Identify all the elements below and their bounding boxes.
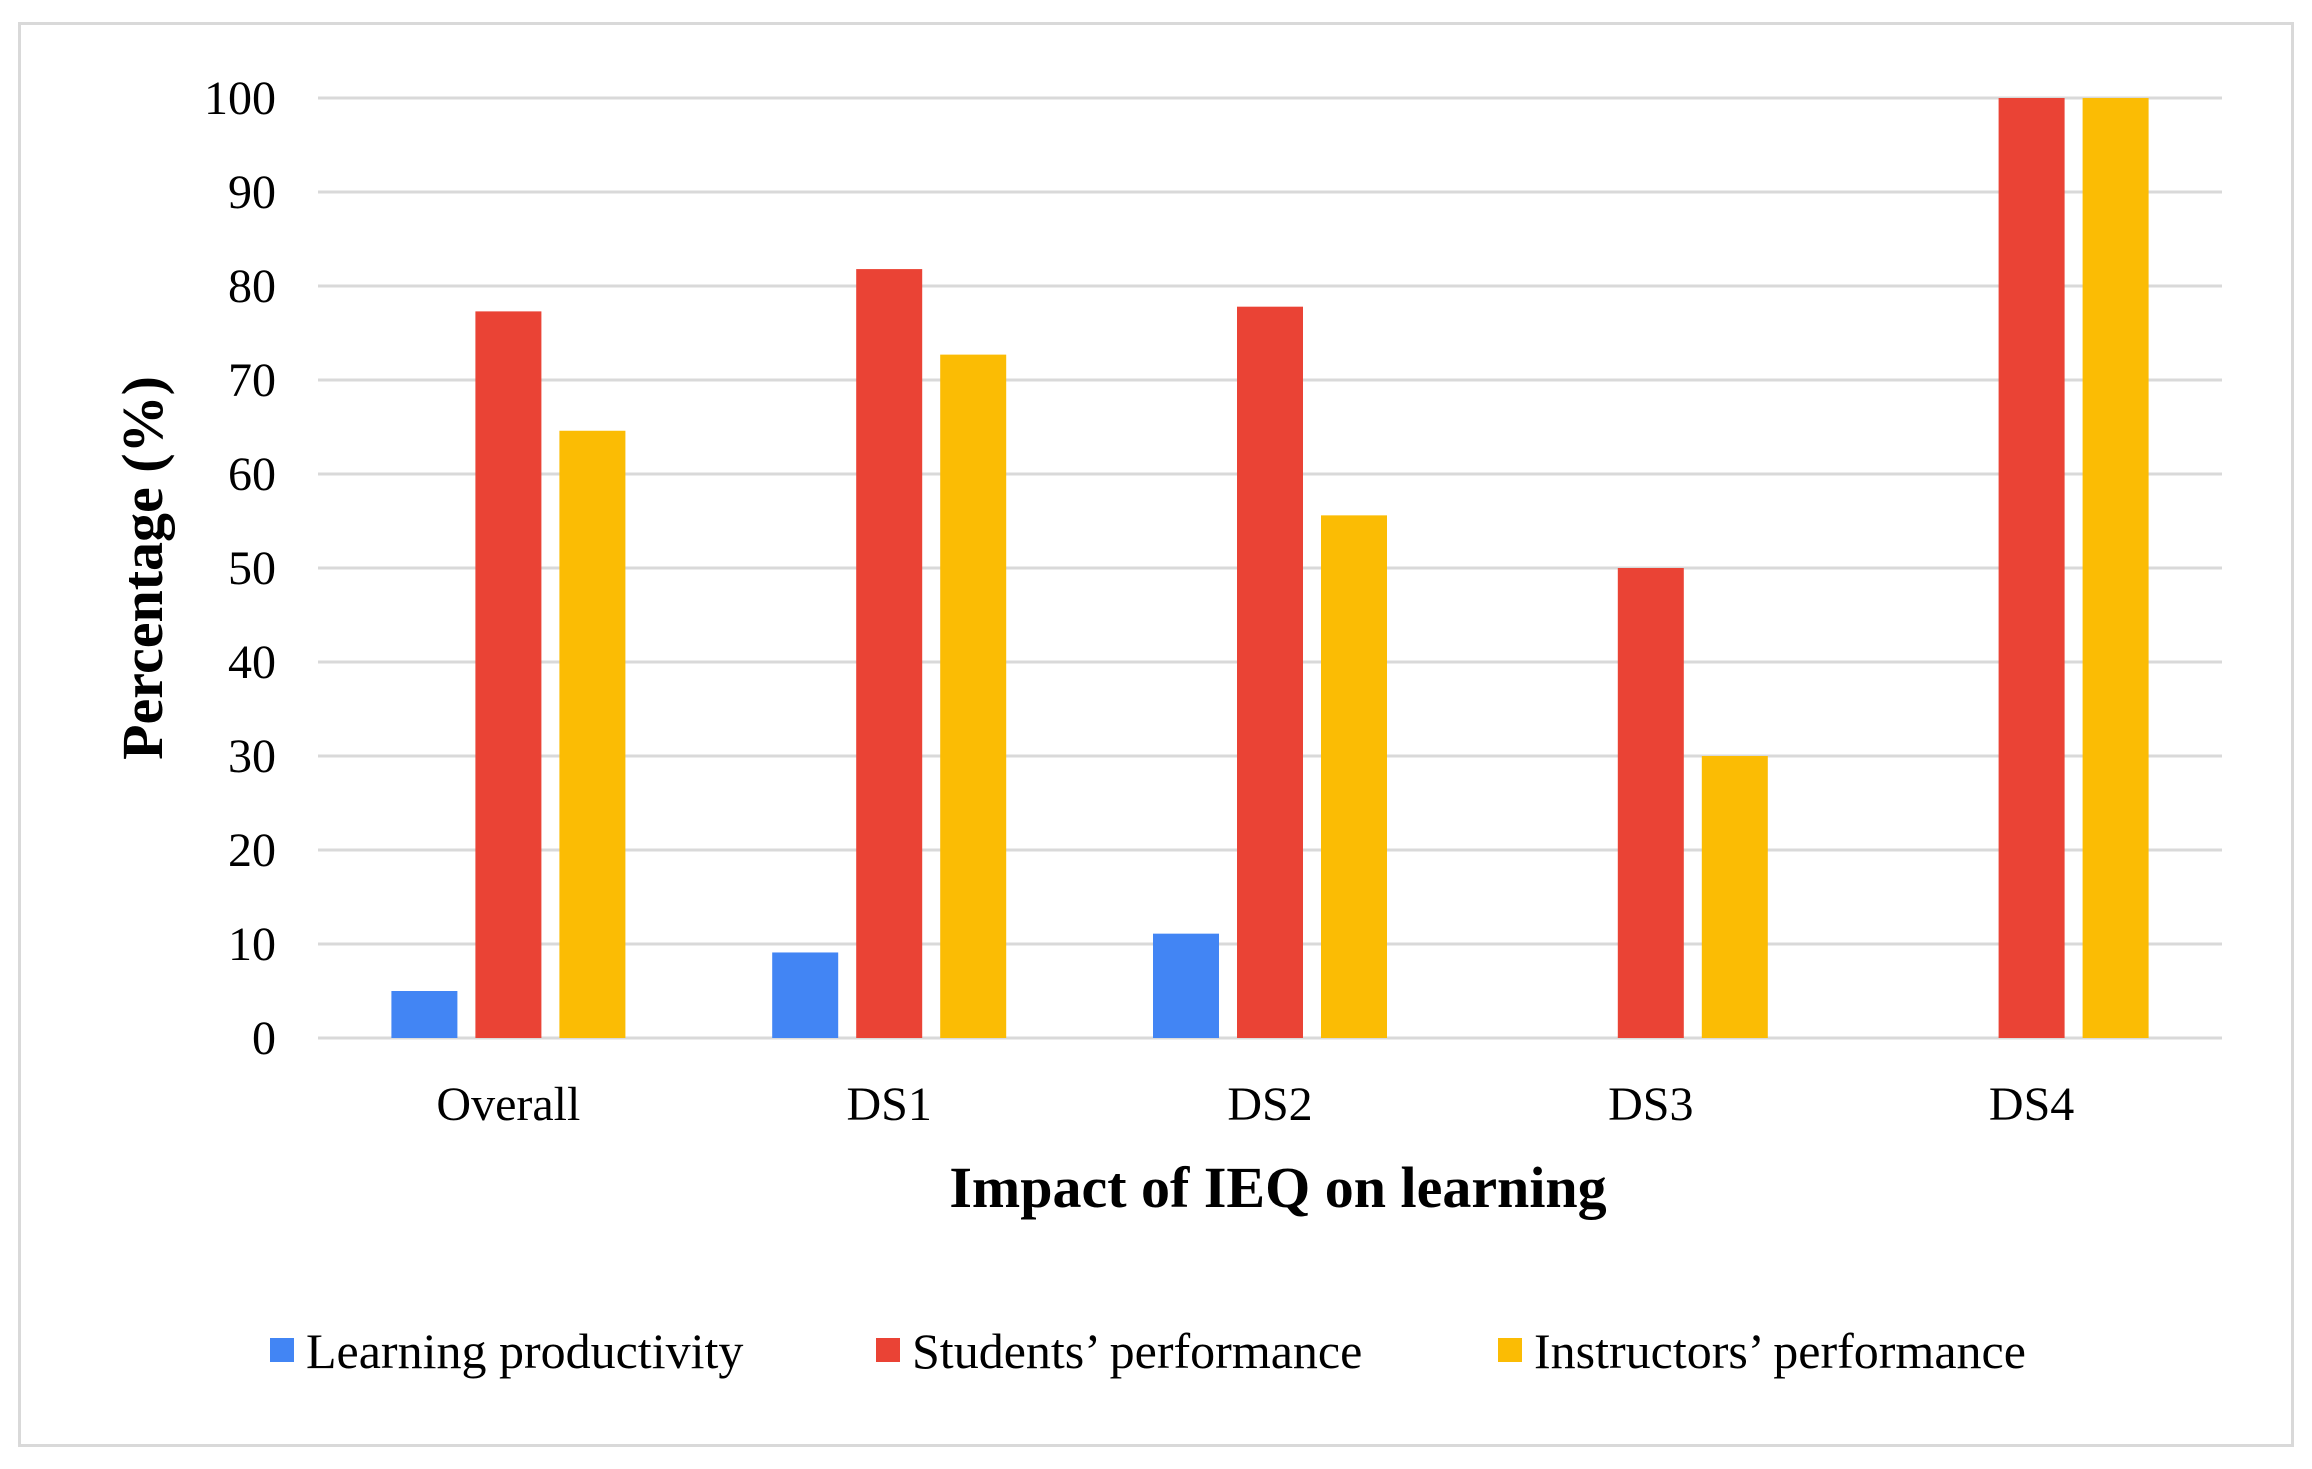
y-tick-label: 50 bbox=[228, 542, 276, 595]
legend-swatch bbox=[876, 1338, 900, 1362]
bar-1-ds1 bbox=[772, 952, 839, 1038]
legend-label: Instructors’ performance bbox=[1534, 1323, 2026, 1379]
y-tick-label: 0 bbox=[252, 1012, 276, 1065]
y-axis-title: Percentage (%) bbox=[110, 376, 175, 760]
legend-item: Students’ performance bbox=[876, 1323, 1362, 1379]
x-tick-label: DS1 bbox=[847, 1078, 932, 1131]
gridlines bbox=[318, 96, 2222, 1040]
y-tick-label: 60 bbox=[228, 448, 276, 501]
legend-item: Learning productivity bbox=[270, 1323, 743, 1379]
bar-3-overall bbox=[559, 430, 626, 1038]
bar-2-ds4 bbox=[1998, 98, 2065, 1038]
legend-label: Learning productivity bbox=[306, 1323, 743, 1379]
x-axis-title: Impact of IEQ on learning bbox=[949, 1155, 1606, 1220]
legend: Learning productivity Students’ performan… bbox=[270, 1323, 2026, 1379]
bar-2-ds1 bbox=[856, 269, 923, 1039]
x-tick-labels: Overall DS1 DS2 DS3 DS4 bbox=[436, 1078, 2074, 1131]
y-tick-label: 70 bbox=[228, 354, 276, 407]
y-tick-label: 30 bbox=[228, 730, 276, 783]
bar-1-ds2 bbox=[1153, 933, 1219, 1038]
bar-2-ds3 bbox=[1617, 568, 1684, 1038]
bar-2-ds2 bbox=[1237, 306, 1303, 1038]
x-tick-label: DS2 bbox=[1227, 1078, 1312, 1131]
y-tick-label: 90 bbox=[228, 166, 276, 219]
bar-3-ds2 bbox=[1321, 515, 1387, 1038]
y-tick-label: 10 bbox=[228, 918, 276, 971]
x-tick-label: DS4 bbox=[1989, 1078, 2074, 1131]
y-tick-label: 20 bbox=[228, 824, 276, 877]
y-tick-label: 80 bbox=[228, 260, 276, 313]
x-tick-label: Overall bbox=[436, 1078, 580, 1131]
chart-frame bbox=[18, 22, 2294, 1447]
x-tick-label: DS3 bbox=[1608, 1078, 1693, 1131]
y-tick-label: 100 bbox=[204, 72, 276, 125]
legend-label: Students’ performance bbox=[912, 1323, 1362, 1379]
bar-3-ds1 bbox=[940, 354, 1007, 1038]
bar-3-ds4 bbox=[2082, 98, 2149, 1038]
bar-1-overall bbox=[391, 991, 458, 1038]
bars bbox=[391, 98, 2149, 1039]
y-tick-label: 40 bbox=[228, 636, 276, 689]
legend-item: Instructors’ performance bbox=[1498, 1323, 2026, 1379]
y-tick-labels: 0 10 20 30 40 50 60 70 80 90 100 bbox=[204, 72, 276, 1065]
legend-swatch bbox=[270, 1338, 294, 1362]
legend-swatch bbox=[1498, 1338, 1522, 1362]
bar-2-overall bbox=[475, 311, 542, 1038]
bar-3-ds3 bbox=[1701, 756, 1768, 1038]
